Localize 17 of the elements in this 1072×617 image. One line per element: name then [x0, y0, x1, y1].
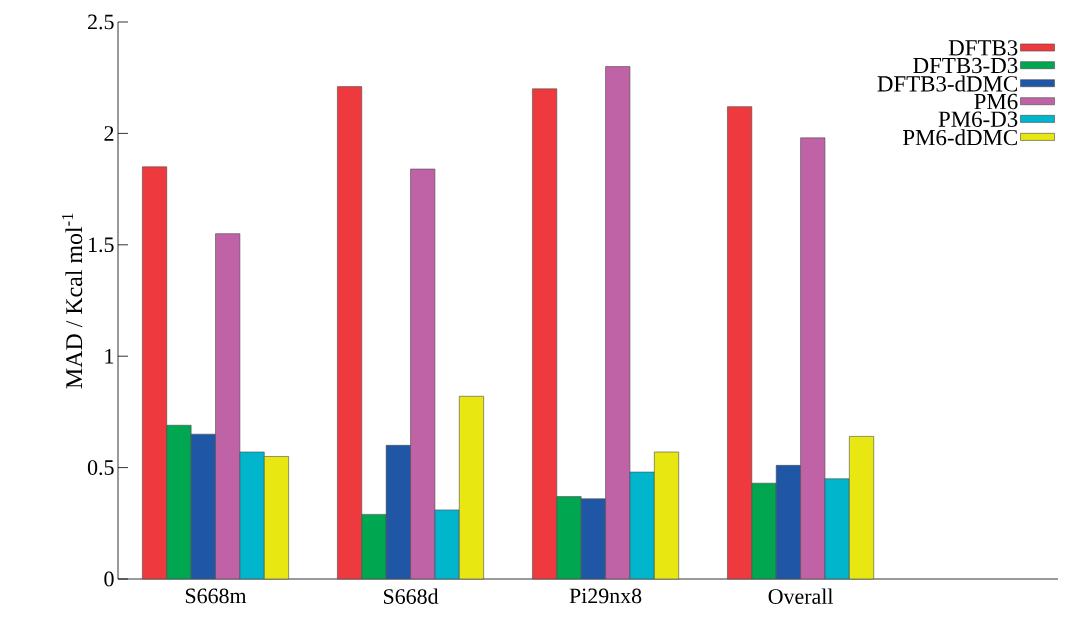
y-tick-label: 2	[104, 126, 114, 141]
legend-label: DFTB3-D3	[913, 57, 1018, 74]
y-tick-label: 1	[105, 348, 114, 364]
y-axis-title: MAD / Kcal mol$^{-1}$	[61, 213, 83, 389]
legend-label: DFTB3	[948, 40, 1018, 56]
x-tick-label: Overall	[768, 588, 834, 604]
legend-label: PM6	[974, 93, 1018, 110]
legend-label: PM6-D3	[938, 111, 1018, 127]
x-tick-label: Pi29nx8	[569, 588, 642, 604]
y-tick-label: 0.5	[87, 460, 114, 476]
x-tick-label: S668m	[185, 588, 247, 604]
y-tick-label: 0	[104, 571, 114, 587]
x-tick-label: S668d	[383, 588, 439, 604]
legend-label: PM6-dDMC	[903, 129, 1017, 146]
y-tick-label: 1.5	[89, 237, 114, 253]
y-tick-label: 2.5	[88, 14, 114, 30]
legend-label: DFTB3-dDMC	[877, 75, 1017, 92]
